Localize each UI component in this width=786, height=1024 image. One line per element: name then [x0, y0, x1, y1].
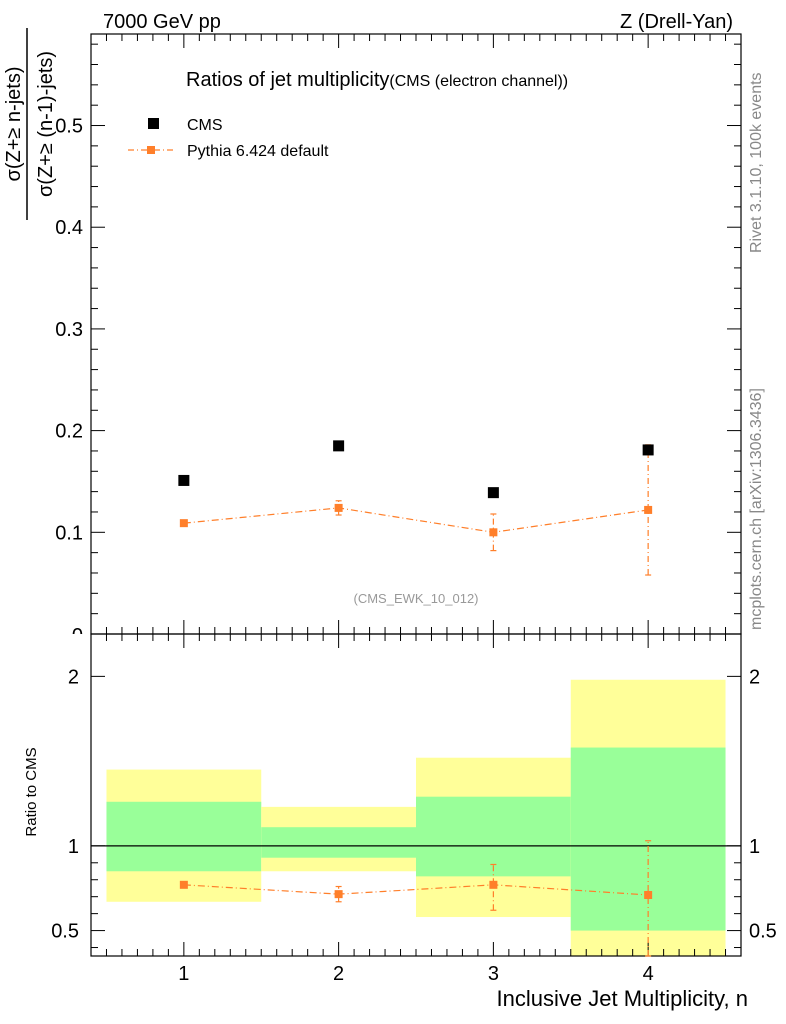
main-y-tick-label-5: 0.5: [55, 116, 83, 138]
legend-cms-marker: [148, 118, 159, 129]
main-y-tick-label-zero: 0: [72, 625, 83, 647]
ratio-pythia-point-2: [334, 890, 343, 899]
main-subtitle-text: (CMS (electron channel)): [389, 73, 568, 90]
ratio-y-tick-label-right-2: 1: [749, 836, 760, 858]
main-title: Ratios of jet multiplicity(CMS (electron…: [186, 69, 568, 91]
x-axis-label: Inclusive Jet Multiplicity, n: [497, 986, 748, 1011]
main-title-text: Ratios of jet multiplicity: [186, 69, 389, 91]
side-rivet-label: Rivet 3.1.10, 100k events: [748, 72, 765, 253]
ratio-y-tick-label-left-2: 1: [68, 836, 79, 858]
ratio-y-tick-label-left-3: 2: [68, 666, 79, 688]
pythia-point-4: [644, 505, 653, 514]
main-y-label-denominator: σ(Z+≥ (n-1)-jets): [35, 51, 57, 197]
x-tick-label-2: 2: [333, 963, 344, 985]
ratio-inner-band-2: [261, 827, 416, 858]
main-y-tick-label-1: 0.1: [55, 522, 83, 544]
main-plot-layer: 0.1 0.2 0.3 0.4 0.5 0: [55, 33, 742, 647]
header-left: 7000 GeV pp: [103, 11, 221, 33]
x-tick-label-3: 3: [488, 963, 499, 985]
ratio-y-label: Ratio to CMS: [23, 747, 40, 836]
main-y-label: σ(Z+≥ n-jets) σ(Z+≥ (n-1)-jets): [3, 28, 57, 220]
main-watermark: (CMS_EWK_10_012): [354, 591, 479, 606]
ratio-pythia-point-3: [489, 880, 498, 889]
ratio-y-tick-label-right-3: 2: [749, 666, 760, 688]
cms-point-2: [333, 440, 345, 452]
header-right: Z (Drell-Yan): [620, 11, 733, 33]
main-y-label-numerator: σ(Z+≥ n-jets): [3, 67, 25, 182]
ratio-inner-band-1: [106, 801, 262, 872]
legend-cms-label: CMS: [187, 117, 223, 134]
ratio-inner-band-3: [416, 796, 571, 877]
cms-point-3: [487, 487, 499, 499]
legend-pythia-marker: [147, 146, 155, 154]
pythia-point-2: [334, 503, 343, 512]
cms-point-4: [642, 444, 654, 456]
ratio-pythia-point-1: [179, 880, 188, 889]
main-y-tick-label-4: 0.4: [55, 217, 83, 239]
pythia-line: [183, 507, 649, 533]
x-tick-label-1: 1: [178, 963, 189, 985]
ratio-y-tick-label-left-1: 0.5: [51, 921, 79, 943]
x-tick-label-4: 4: [643, 963, 654, 985]
side-source-label: mcplots.cern.ch [arXiv:1306.3436]: [748, 388, 765, 630]
main-y-tick-label-2: 0.2: [55, 421, 83, 443]
legend-pythia-label: Pythia 6.424 default: [187, 143, 329, 160]
ratio-pythia-point-4: [644, 890, 653, 899]
pythia-point-1: [179, 519, 188, 528]
ratio-y-tick-label-right-1: 0.5: [749, 921, 777, 943]
cms-point-1: [178, 474, 190, 486]
pythia-point-3: [489, 528, 498, 537]
legend: CMS Pythia 6.424 default: [128, 117, 329, 160]
main-y-tick-label-3: 0.3: [55, 319, 83, 341]
ratio-plot-layer: 1 2 3 4 0.5 0.5 1 1 2 2: [51, 633, 777, 985]
